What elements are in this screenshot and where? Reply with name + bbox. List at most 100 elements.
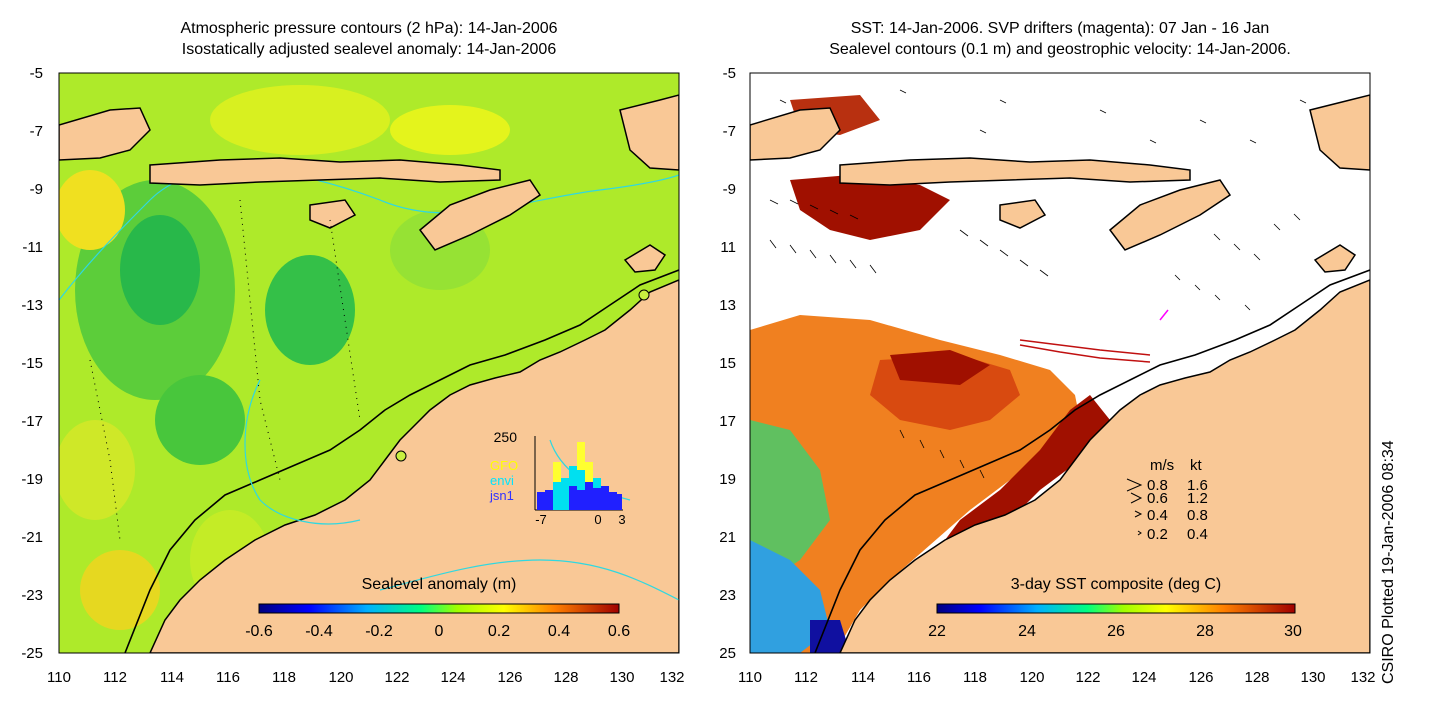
right-cbar-tick: 26 <box>1107 623 1125 640</box>
y-tick: -17 <box>21 413 43 430</box>
x-tick: 132 <box>659 669 684 686</box>
left-y-axis: -5 -7 -9 -11 -13 -15 -17 -19 -21 -23 -25 <box>21 65 43 662</box>
x-tick: 130 <box>1300 669 1325 686</box>
station-marker <box>395 450 407 462</box>
y-tick: -5 <box>723 65 736 82</box>
velocity-key-ms: 0.2 <box>1147 526 1168 543</box>
left-title-line2: Isostatically adjusted sealevel anomaly:… <box>181 41 557 58</box>
island-flores <box>619 94 679 171</box>
anomaly-blob <box>120 215 200 325</box>
x-tick: 112 <box>103 669 127 686</box>
inset-bar <box>601 486 609 510</box>
island-chain <box>839 157 1191 186</box>
right-cbar-tick: 24 <box>1018 623 1036 640</box>
australia-land <box>839 279 1370 653</box>
shelf-contour <box>124 269 679 653</box>
anomaly-blob <box>155 375 245 465</box>
right-y-axis: -5 -7 -9 -11 -13 -15 -17 -19 -21 -23 -25 <box>720 65 736 662</box>
y-tick: -15 <box>21 355 43 372</box>
left-map: Sealevel anomaly (m) -0.6 -0.4 -0.2 0 0.… <box>21 65 684 686</box>
x-tick: 126 <box>1188 669 1213 686</box>
island-timor <box>418 179 542 251</box>
inset-bar <box>537 492 545 510</box>
x-tick: 114 <box>160 669 184 686</box>
left-cbar-tick: -0.2 <box>365 623 393 640</box>
inset-bar <box>577 442 585 470</box>
right-title: SST: 14-Jan-2006. SVP drifters (magenta)… <box>750 18 1370 60</box>
left-x-axis: 110 112 114 116 118 120 122 124 126 128 … <box>47 669 684 686</box>
anomaly-blob <box>390 105 510 155</box>
y-tick: -13 <box>720 297 736 314</box>
right-x-axis: 110 112 114 116 118 120 122 124 126 128 … <box>738 669 1375 686</box>
y-tick: -5 <box>30 65 43 82</box>
right-cbar-tick: 22 <box>928 623 946 640</box>
velocity-key-ms: 0.4 <box>1147 507 1168 524</box>
left-colorbar-label: Sealevel anomaly (m) <box>362 576 517 593</box>
sst-region <box>810 620 850 653</box>
velocity-key: m/s kt 0.8 1.6 0.6 1.2 0.4 0.8 0.2 0.4 <box>1126 457 1208 543</box>
anomaly-blob <box>210 85 390 155</box>
right-colorbar-ticks: 22 24 26 28 30 <box>928 623 1302 640</box>
y-tick: -15 <box>720 355 736 372</box>
drifter-track <box>1159 309 1169 321</box>
x-tick: 118 <box>963 669 987 686</box>
inset-bar <box>553 482 561 510</box>
x-tick: 124 <box>1131 669 1156 686</box>
island-tanimbar <box>623 244 667 273</box>
anomaly-blob <box>59 420 135 520</box>
drifter-track <box>1019 339 1151 356</box>
velocity-key-ms: 0.8 <box>1147 477 1168 494</box>
x-tick: 120 <box>1019 669 1044 686</box>
x-tick: 128 <box>553 669 578 686</box>
y-tick: -9 <box>30 181 43 198</box>
velocity-key-ms: 0.6 <box>1147 490 1168 507</box>
left-cbar-tick: -0.6 <box>245 623 273 640</box>
inset-bar <box>593 478 601 488</box>
inset-bar <box>609 492 617 510</box>
pressure-contour <box>329 219 361 421</box>
y-tick: -7 <box>723 123 736 140</box>
right-cbar-tick: 28 <box>1196 623 1214 640</box>
inset-legend-jsn1: jsn1 <box>489 488 514 503</box>
inset-ymax: 250 <box>494 429 518 445</box>
left-colorbar-ticks: -0.6 -0.4 -0.2 0 0.2 0.4 0.6 <box>245 623 630 640</box>
inset-xtick: 3 <box>618 512 625 527</box>
velocity-key-ms-header: m/s <box>1150 457 1174 474</box>
island-java <box>750 107 841 161</box>
shelf-contour <box>814 269 1370 653</box>
velocity-key-kt: 1.2 <box>1187 490 1208 507</box>
x-tick: 114 <box>851 669 875 686</box>
sst-region <box>750 420 830 590</box>
inset-bar <box>577 470 585 490</box>
right-map: m/s kt 0.8 1.6 0.6 1.2 0.4 0.8 0.2 0.4 3… <box>720 65 1376 686</box>
y-tick: -19 <box>720 471 736 488</box>
inset-bars <box>537 442 622 510</box>
right-colorbar-label: 3-day SST composite (deg C) <box>1011 576 1221 593</box>
inset-legend-envi: envi <box>490 473 514 488</box>
inset-xtick: -7 <box>535 512 547 527</box>
left-cbar-tick: 0.6 <box>608 623 630 640</box>
isobath-line <box>59 169 679 301</box>
x-tick: 112 <box>794 669 818 686</box>
y-tick: -7 <box>30 123 43 140</box>
island-sumba <box>309 199 357 229</box>
island-timor <box>1108 179 1232 251</box>
left-cbar-tick: 0.2 <box>488 623 510 640</box>
y-tick: -21 <box>720 529 736 546</box>
x-tick: 118 <box>272 669 296 686</box>
inset-bar <box>577 490 585 510</box>
y-tick: -21 <box>21 529 43 546</box>
y-tick: -25 <box>720 645 736 662</box>
inset-bar <box>569 466 577 486</box>
track-inset: 250 GFO envi jsn1 -7 0 3 <box>489 429 626 527</box>
isobath-line <box>244 379 361 525</box>
inset-bar <box>585 482 593 510</box>
island-java <box>59 107 151 161</box>
anomaly-blob <box>59 170 125 250</box>
inset-bar <box>561 478 569 510</box>
left-title-line1: Atmospheric pressure contours (2 hPa): 1… <box>180 20 558 37</box>
velocity-arrows <box>769 89 1307 479</box>
inset-xtick: 0 <box>594 512 601 527</box>
x-tick: 110 <box>47 669 71 686</box>
x-tick: 116 <box>216 669 240 686</box>
